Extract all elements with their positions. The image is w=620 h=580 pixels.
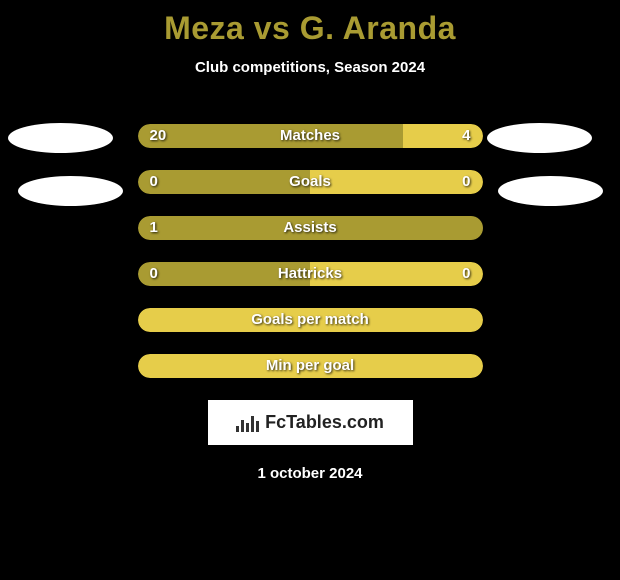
stat-row: Hattricks0 0	[138, 262, 483, 286]
subtitle: Club competitions, Season 2024	[0, 59, 620, 76]
stat-value-right: 0	[462, 170, 470, 194]
stat-row: Goals0 0	[138, 170, 483, 194]
stat-row: Matches20 4	[138, 124, 483, 148]
player1-avatar-row2	[18, 176, 123, 206]
stat-value-left: 20	[150, 124, 167, 148]
stat-row: Min per goal	[138, 354, 483, 378]
stat-label: Matches	[138, 124, 483, 148]
bar-chart-icon	[236, 414, 259, 432]
player2-avatar-row1	[487, 123, 592, 153]
stat-label: Assists	[138, 216, 483, 240]
page-title: Meza vs G. Aranda	[0, 0, 620, 47]
player1-avatar-row1	[8, 123, 113, 153]
stat-label: Min per goal	[138, 354, 483, 378]
stat-value-left: 0	[150, 262, 158, 286]
logo-text: FcTables.com	[265, 412, 384, 433]
player2-avatar-row2	[498, 176, 603, 206]
stat-label: Goals per match	[138, 308, 483, 332]
fctables-logo: FcTables.com	[208, 400, 413, 445]
stat-value-right: 0	[462, 262, 470, 286]
stat-label: Goals	[138, 170, 483, 194]
stat-value-left: 0	[150, 170, 158, 194]
stat-value-right: 4	[462, 124, 470, 148]
stat-row: Assists1	[138, 216, 483, 240]
stat-row: Goals per match	[138, 308, 483, 332]
stat-value-left: 1	[150, 216, 158, 240]
stats-container: Matches204Goals00Assists1Hattricks00Goal…	[138, 124, 483, 378]
footer-date: 1 october 2024	[0, 465, 620, 482]
stat-label: Hattricks	[138, 262, 483, 286]
